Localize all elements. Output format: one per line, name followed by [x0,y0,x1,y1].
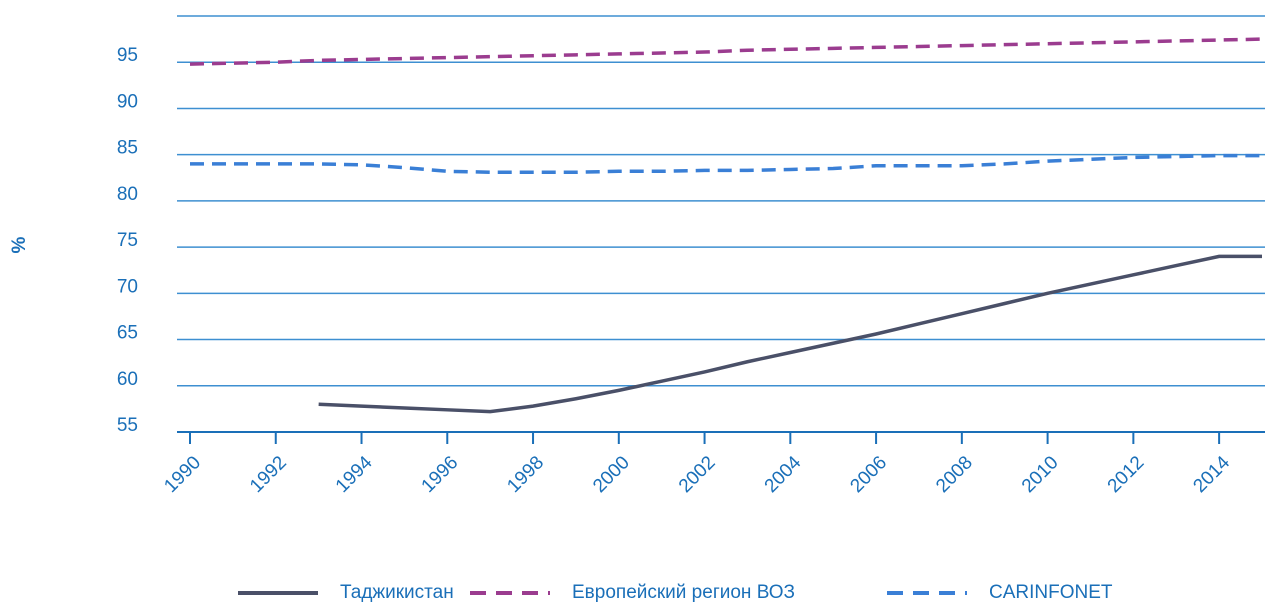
legend-label: Таджикистан [340,582,454,603]
y-tick-label: 70 [117,276,138,297]
legend-label: Европейский регион ВОЗ [572,582,795,603]
y-tick-label: 65 [117,323,138,344]
x-tick-label: 2004 [761,452,806,497]
x-tick-label: 2000 [589,452,634,497]
y-tick-label: 60 [117,369,138,390]
x-tick-label: 1994 [332,452,377,497]
x-tick-label: 2012 [1104,452,1149,497]
x-tick-label: 1990 [160,452,205,497]
y-tick-label: 75 [117,230,138,251]
x-tick-label: 2002 [675,452,720,497]
x-tick-label: 1998 [503,452,548,497]
series-line [189,37,1263,66]
y-tick-label: 95 [117,45,138,66]
x-tick-label: 2010 [1018,452,1063,497]
y-tick-label: 90 [117,91,138,112]
series-line [190,153,1262,174]
y-tick-label: 85 [117,138,138,159]
x-tick-label: 1992 [246,452,291,497]
x-tick-label: 2014 [1189,452,1234,497]
x-tick-label: 2006 [846,452,891,497]
legend-label: CARINFONET [989,582,1113,603]
y-tick-label: 55 [117,415,138,436]
y-tick-label: 80 [117,184,138,205]
x-tick-label: 1996 [418,452,463,497]
series-line [318,254,1262,414]
x-tick-label: 2008 [932,452,977,497]
y-axis-label: % [9,236,30,253]
